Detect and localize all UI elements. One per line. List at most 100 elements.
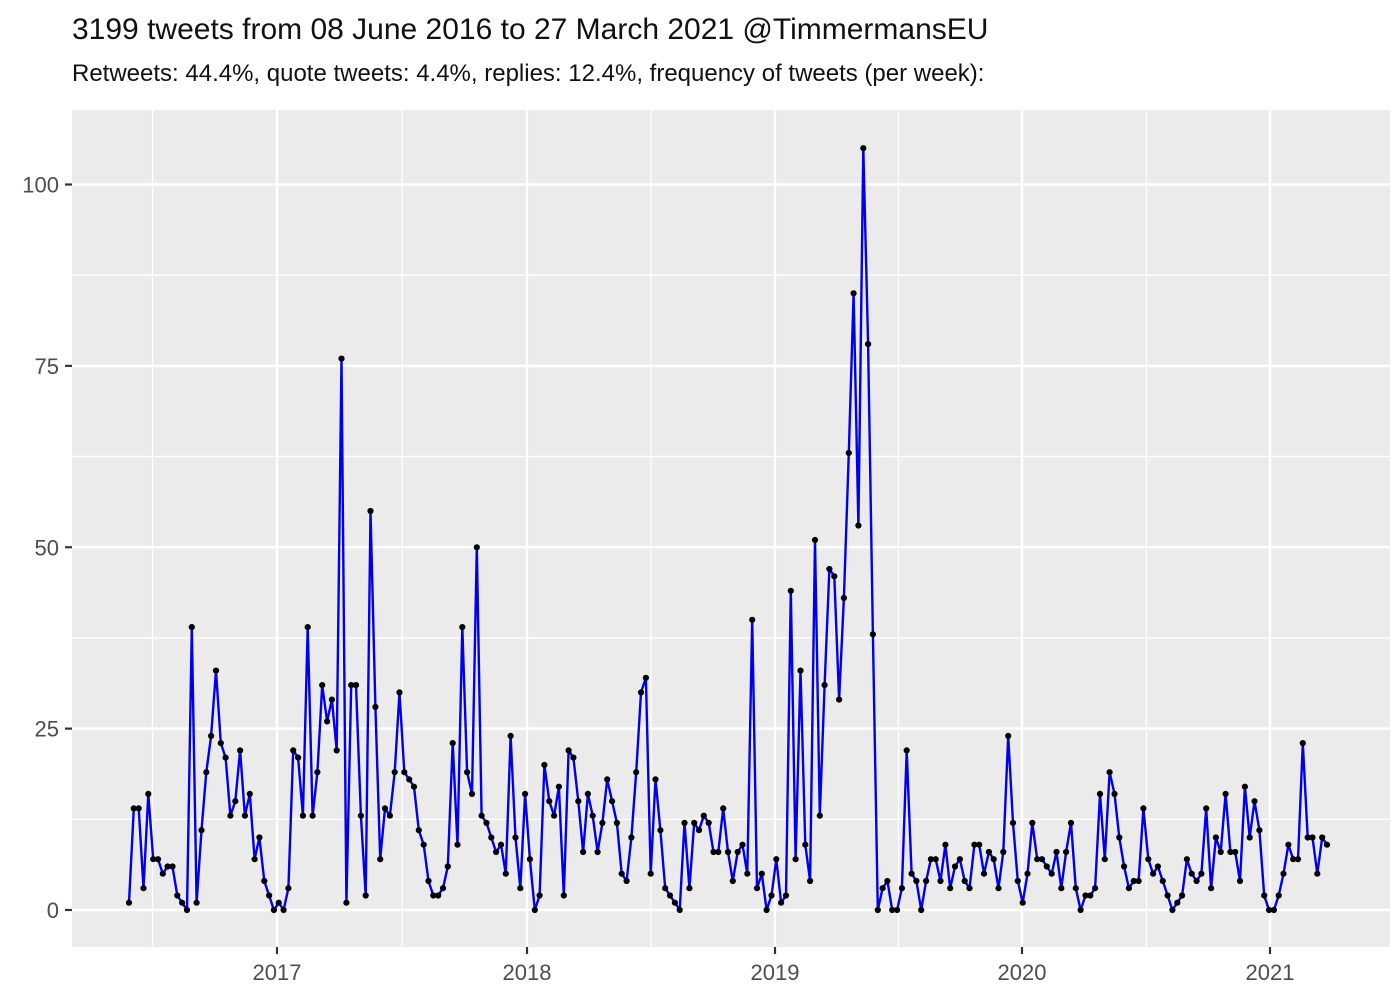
data-point — [990, 856, 997, 863]
data-point — [763, 906, 770, 914]
data-point — [1294, 856, 1302, 863]
data-point — [1092, 885, 1099, 892]
data-point — [768, 892, 775, 899]
data-point — [1096, 790, 1104, 798]
data-point — [531, 906, 538, 914]
data-point — [705, 819, 712, 827]
data-point — [951, 863, 959, 870]
data-point — [1285, 841, 1292, 848]
data-point — [792, 856, 799, 863]
data-point — [381, 805, 389, 812]
data-point — [1304, 834, 1311, 841]
data-point — [836, 696, 843, 703]
data-point — [1236, 877, 1244, 885]
data-point — [304, 624, 311, 631]
data-point — [1111, 790, 1118, 798]
data-point — [874, 906, 881, 914]
data-point — [947, 885, 954, 892]
data-point — [386, 812, 393, 819]
data-point — [676, 906, 683, 914]
data-point — [125, 899, 133, 906]
data-point — [135, 805, 142, 812]
data-point — [584, 790, 592, 798]
y-axis-tick-label: 75 — [35, 354, 59, 379]
data-point — [1048, 870, 1055, 877]
data-point — [1063, 848, 1070, 856]
data-point — [536, 892, 543, 899]
data-point — [275, 899, 282, 906]
data-point — [1299, 740, 1306, 747]
data-point — [348, 682, 355, 689]
data-point — [367, 507, 374, 515]
data-point — [1212, 834, 1219, 841]
data-point — [555, 783, 563, 790]
data-point — [691, 819, 698, 827]
x-axis-tick-label: 2019 — [751, 960, 800, 985]
data-point — [328, 696, 335, 703]
data-point — [1261, 892, 1268, 899]
data-point — [662, 885, 669, 892]
data-point — [415, 827, 422, 834]
data-point — [633, 769, 640, 776]
data-point — [237, 747, 244, 754]
data-point — [1232, 848, 1239, 856]
data-point — [560, 892, 567, 899]
data-point — [966, 885, 973, 892]
data-point — [324, 718, 331, 725]
data-point — [913, 877, 920, 885]
data-point — [1009, 819, 1017, 827]
data-point — [666, 892, 674, 899]
data-point — [1174, 899, 1181, 906]
data-point — [1179, 892, 1186, 899]
data-point — [1150, 870, 1157, 877]
data-points — [125, 145, 1331, 914]
data-point — [314, 769, 321, 776]
data-point — [488, 834, 495, 841]
data-point — [256, 834, 263, 841]
data-point — [251, 856, 258, 863]
data-point — [821, 682, 828, 689]
data-point — [179, 899, 186, 906]
data-point — [1208, 885, 1215, 892]
data-point — [1241, 783, 1248, 790]
data-point — [145, 790, 152, 798]
data-point — [295, 754, 302, 761]
data-point — [1222, 790, 1229, 798]
data-point — [1183, 856, 1190, 863]
data-point — [942, 841, 949, 848]
data-point — [782, 892, 790, 899]
data-point — [845, 449, 852, 456]
data-point — [435, 892, 442, 899]
data-point — [410, 783, 418, 790]
data-point — [807, 877, 814, 885]
x-axis-tick-label: 2018 — [503, 960, 552, 985]
data-point — [406, 776, 413, 783]
data-point — [1256, 827, 1263, 834]
data-point — [908, 870, 915, 877]
data-point — [811, 536, 819, 544]
data-point — [459, 624, 466, 631]
data-point — [753, 885, 761, 892]
data-point — [1077, 906, 1084, 914]
data-point — [343, 899, 350, 906]
data-point — [1154, 863, 1161, 870]
data-point — [976, 841, 983, 848]
x-axis-tick-label: 2021 — [1246, 960, 1295, 985]
x-axis-tick-label: 2017 — [253, 960, 302, 985]
data-point — [1043, 863, 1050, 870]
data-point — [130, 805, 137, 812]
data-point — [280, 906, 287, 914]
data-point — [154, 856, 162, 863]
data-point — [1275, 892, 1282, 899]
data-point — [778, 899, 785, 906]
data-point — [212, 667, 220, 674]
data-point — [150, 856, 157, 863]
data-point — [932, 856, 939, 863]
y-axis-tick-label: 25 — [35, 717, 59, 742]
data-point — [594, 848, 601, 856]
data-point — [483, 819, 490, 827]
data-point — [1159, 877, 1166, 885]
data-point — [473, 544, 480, 551]
data-point — [227, 812, 234, 819]
